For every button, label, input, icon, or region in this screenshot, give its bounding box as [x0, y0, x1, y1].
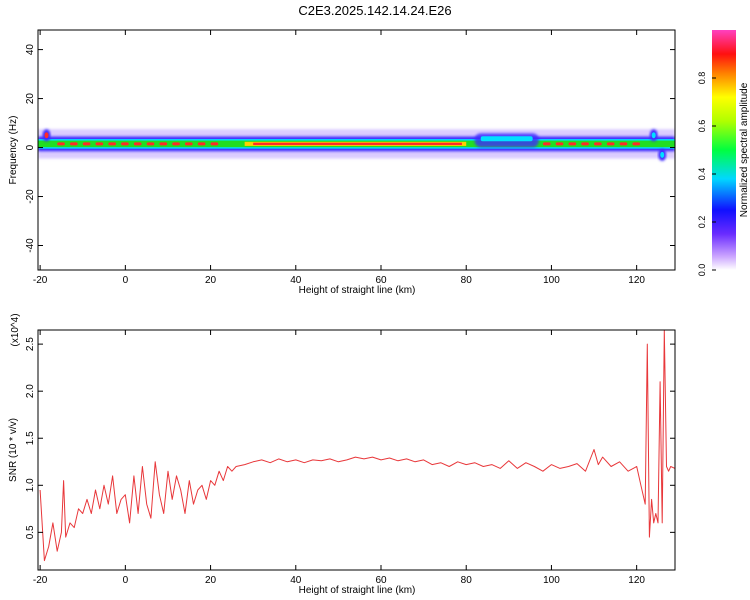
heatmap-x-axis-label: Height of straight line (km)	[299, 285, 416, 296]
y-tick-label: 0.5	[25, 525, 36, 539]
band-segment	[606, 142, 615, 146]
heatmap-frame	[37, 29, 676, 271]
x-tick-label: -20	[33, 275, 48, 286]
band-core	[253, 142, 462, 146]
band-segment	[185, 142, 193, 146]
y-tick-label: 2.0	[25, 384, 36, 398]
snr-series-line	[39, 330, 675, 562]
x-tick-label: 80	[461, 275, 473, 286]
band-segment	[133, 142, 142, 146]
y-tick-label: -20	[25, 189, 36, 204]
colorbar-tick-label: 0.4	[697, 168, 707, 181]
band-segment	[632, 142, 641, 146]
colorbar-tick-label: 0.0	[697, 264, 707, 277]
colorbar-tick-label: 0.6	[697, 120, 707, 133]
band-segment	[568, 142, 577, 146]
x-tick-label: 120	[628, 575, 645, 586]
band-segment	[57, 142, 65, 146]
y-tick-label: 40	[25, 44, 36, 56]
band-feature-core	[660, 151, 665, 158]
snr-y-multiplier: (x10^4)	[10, 313, 21, 346]
x-tick-label: 100	[543, 275, 560, 286]
chart-title: C2E3.2025.142.14.24.E26	[298, 3, 452, 18]
y-tick-label: 0	[25, 144, 36, 150]
heatmap-band	[38, 129, 675, 161]
band-segment	[172, 142, 180, 146]
snr-y-axis-label: SNR (10 * v/v)	[8, 418, 19, 482]
x-tick-label: 20	[205, 275, 217, 286]
heatmap-x-ticks: -20 0 20 40 60 80 100 120	[33, 30, 645, 286]
y-tick-label: -40	[25, 238, 36, 253]
x-tick-label: 0	[123, 275, 129, 286]
x-tick-label: 40	[290, 575, 302, 586]
band-segment	[121, 142, 129, 146]
band-segment	[197, 142, 206, 146]
x-tick-label: 60	[375, 275, 387, 286]
heatmap-panel: -20 0 20 40 60 80 100 120 -40 -20 0 20 40 Height of…	[8, 29, 676, 296]
band-segment	[82, 142, 91, 146]
band-segment	[594, 142, 602, 146]
band-segment	[108, 142, 116, 146]
colorbar-ticks: 0.0 0.2 0.4 0.6 0.8	[697, 72, 716, 277]
x-tick-label: -20	[33, 575, 48, 586]
band-feature-core	[44, 132, 49, 139]
band-segment	[210, 142, 219, 146]
band-feature-core	[651, 132, 656, 139]
snr-frame	[37, 329, 676, 571]
band-segment	[581, 142, 589, 146]
x-tick-label: 60	[375, 575, 387, 586]
y-tick-label: 1.0	[25, 478, 36, 492]
band-feature-core	[480, 136, 533, 142]
heatmap-y-ticks: -40 -20 0 20 40	[25, 44, 675, 253]
band-segment	[146, 142, 155, 146]
colorbar: 0.0 0.2 0.4 0.6 0.8 Normalized spectral ampl…	[697, 30, 750, 276]
colorbar-label: Normalized spectral amplitude	[739, 82, 750, 217]
snr-x-ticks: -20 0 20 40 60 80 100 120	[33, 330, 645, 586]
y-tick-label: 20	[25, 93, 36, 105]
band-segment	[95, 142, 104, 146]
snr-panel: -20 0 20 40 60 80 100 120 0.5 1.0 1.5 2.0 2.5 Heigh…	[8, 313, 676, 596]
snr-y-ticks: 0.5 1.0 1.5 2.0 2.5	[25, 337, 675, 539]
x-tick-label: 40	[290, 275, 302, 286]
band-segment	[542, 142, 551, 146]
band-segment	[69, 142, 78, 146]
band-segment	[619, 142, 628, 146]
x-tick-label: 80	[461, 575, 473, 586]
x-tick-label: 20	[205, 575, 217, 586]
x-tick-label: 100	[543, 575, 560, 586]
colorbar-gradient	[712, 30, 736, 270]
x-tick-label: 0	[123, 575, 129, 586]
y-tick-label: 1.5	[25, 431, 36, 445]
heatmap-y-axis-label: Frequency (Hz)	[8, 116, 19, 185]
band-segment	[159, 142, 168, 146]
y-tick-label: 2.5	[25, 337, 36, 351]
snr-x-axis-label: Height of straight line (km)	[299, 585, 416, 596]
band-segment	[555, 142, 564, 146]
colorbar-tick-label: 0.8	[697, 72, 707, 85]
colorbar-tick-label: 0.2	[697, 216, 707, 229]
x-tick-label: 120	[628, 275, 645, 286]
